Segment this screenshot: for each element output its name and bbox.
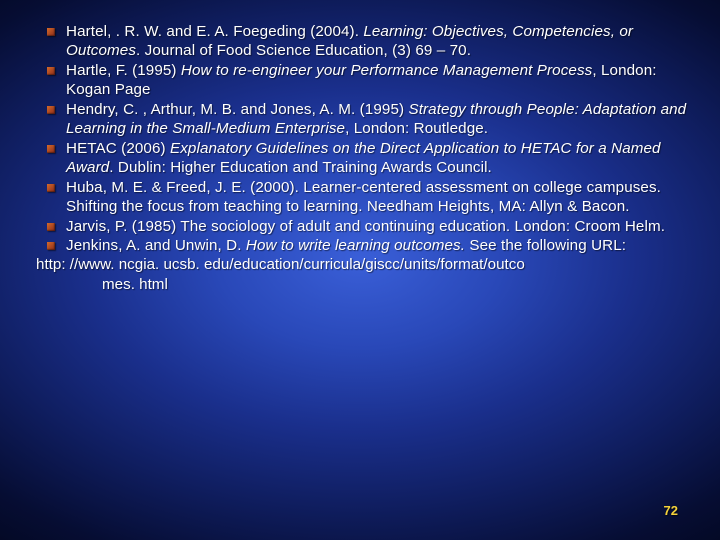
reference-item: Jenkins, A. and Unwin, D. How to write l… <box>36 236 692 255</box>
reference-item: Hartle, F. (1995) How to re-engineer you… <box>36 61 692 100</box>
ref-text-pre: Jarvis, P. (1985) The sociology of adult… <box>66 218 665 235</box>
ref-text-pre: Hartel, . R. W. and E. A. Foegeding (200… <box>66 23 363 40</box>
reference-item: Huba, M. E. & Freed, J. E. (2000). Learn… <box>36 178 692 217</box>
reference-item: Hendry, C. , Arthur, M. B. and Jones, A.… <box>36 100 692 139</box>
ref-text-pre: Hendry, C. , Arthur, M. B. and Jones, A.… <box>66 101 408 118</box>
page-number: 72 <box>664 503 678 518</box>
slide-content: Hartel, . R. W. and E. A. Foegeding (200… <box>36 22 692 294</box>
ref-text-pre: Hartle, F. (1995) <box>66 62 181 79</box>
reference-item: Jarvis, P. (1985) The sociology of adult… <box>36 217 692 236</box>
url-line-1: http: //www. ncgia. ucsb. edu/education/… <box>36 255 692 274</box>
reference-list: Hartel, . R. W. and E. A. Foegeding (200… <box>36 22 692 255</box>
reference-item: HETAC (2006) Explanatory Guidelines on t… <box>36 139 692 178</box>
ref-text-post: . Journal of Food Science Education, (3)… <box>136 42 471 59</box>
reference-item: Hartel, . R. W. and E. A. Foegeding (200… <box>36 22 692 61</box>
ref-text-pre: HETAC (2006) <box>66 140 170 157</box>
ref-text-ital: How to re-engineer your Performance Mana… <box>181 62 592 79</box>
ref-text-pre: Huba, M. E. & Freed, J. E. (2000). Learn… <box>66 179 661 215</box>
ref-text-post: See the following URL: <box>465 237 626 254</box>
ref-text-ital: How to write learning outcomes. <box>246 237 465 254</box>
url-line-2: mes. html <box>36 275 692 294</box>
ref-text-pre: Jenkins, A. and Unwin, D. <box>66 237 246 254</box>
ref-text-post: , London: Routledge. <box>345 120 488 137</box>
ref-text-post: . Dublin: Higher Education and Training … <box>109 159 492 176</box>
